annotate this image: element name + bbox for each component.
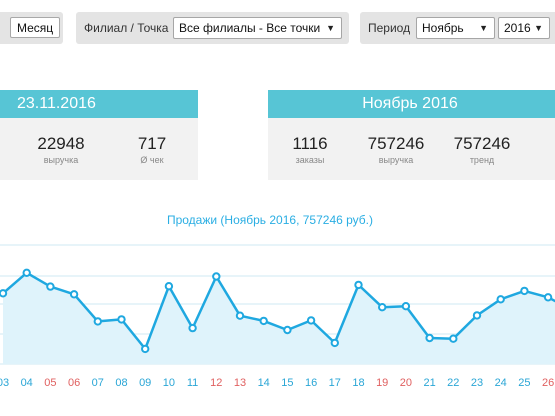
period-month-select[interactable]: Ноябрь ▼ [416, 17, 495, 39]
x-tick-label-08: 08 [115, 377, 127, 389]
month-revenue-stat: 757246 выручка [356, 135, 436, 167]
x-tick-label-14: 14 [258, 377, 270, 389]
x-tick-label-25: 25 [518, 377, 530, 389]
data-point-23[interactable] [472, 311, 482, 320]
data-point-10[interactable] [164, 282, 174, 291]
view-mode-group: Месяц [0, 12, 63, 44]
x-tick-label-21: 21 [423, 377, 435, 389]
x-tick-label-17: 17 [329, 377, 341, 389]
data-point-26[interactable] [543, 293, 553, 302]
x-tick-label-13: 13 [234, 377, 246, 389]
branch-select-value: Все филиалы - Все точки [179, 21, 321, 35]
day-avg-check-label: Ø чек [140, 155, 164, 165]
data-point-22[interactable] [449, 334, 458, 343]
x-tick-label-10: 10 [163, 377, 175, 389]
month-card-title: Ноябрь 2016 [268, 90, 555, 118]
branch-label: Филиал / Точка [84, 21, 169, 35]
data-point-15[interactable] [283, 325, 292, 335]
data-point-21[interactable] [425, 333, 434, 343]
period-year-select[interactable]: 2016 ▼ [498, 17, 550, 39]
month-trend-value: 757246 [453, 134, 511, 153]
day-card-title: 23.11.2016 [0, 90, 198, 118]
caret-down-icon: ▼ [534, 23, 543, 33]
data-point-13[interactable] [235, 311, 245, 320]
x-tick-label-11: 11 [187, 377, 198, 389]
period-year-value: 2016 [504, 21, 531, 35]
caret-down-icon: ▼ [479, 23, 488, 33]
data-point-14[interactable] [259, 316, 268, 326]
x-tick-label-18: 18 [352, 377, 364, 389]
x-tick-label-20: 20 [400, 377, 412, 389]
data-point-12[interactable] [212, 272, 221, 281]
day-avg-check-stat: 717 Ø чек [117, 135, 187, 167]
day-revenue-value: 22948 [37, 134, 85, 153]
sales-area [3, 272, 555, 364]
data-point-04[interactable] [22, 268, 31, 278]
chart-title: Продажи (Ноябрь 2016, 757246 руб.) [166, 213, 374, 227]
x-tick-label-03: 03 [0, 377, 9, 389]
x-tick-label-19: 19 [376, 377, 388, 389]
month-orders-value: 1116 [292, 134, 328, 153]
data-point-05[interactable] [46, 282, 55, 291]
x-tick-label-12: 12 [210, 377, 222, 389]
period-label: Период [368, 21, 411, 35]
month-revenue-value: 757246 [367, 134, 425, 153]
data-point-25[interactable] [520, 286, 529, 296]
x-tick-label-26: 26 [542, 377, 554, 389]
caret-down-icon: ▼ [326, 23, 335, 33]
period-month-value: Ноябрь [422, 21, 464, 35]
data-point-18[interactable] [354, 280, 363, 290]
month-orders-label: заказы [295, 155, 325, 165]
x-tick-label-15: 15 [281, 377, 293, 389]
data-point-24[interactable] [496, 295, 505, 304]
x-tick-label-05: 05 [44, 377, 56, 389]
x-tick-label-22: 22 [447, 377, 459, 389]
day-revenue-label: выручка [43, 155, 79, 165]
month-revenue-label: выручка [378, 155, 414, 165]
month-view-button[interactable]: Месяц [10, 17, 61, 38]
data-point-16[interactable] [306, 316, 316, 325]
day-revenue-stat: 22948 выручка [24, 135, 98, 167]
sales-line-chart: 03 04 05 06 07 08 09 10 11 12 13 14 15 16 17 18 19 20 21 22… [0, 244, 555, 389]
data-point-09[interactable] [141, 344, 150, 354]
month-trend-label: тренд [469, 155, 495, 165]
x-tick-label-09: 09 [139, 377, 151, 389]
day-summary-card: 23.11.2016 22948 выручка 717 Ø чек [0, 90, 198, 180]
x-tick-label-07: 07 [92, 377, 104, 389]
data-point-19[interactable] [378, 303, 387, 312]
x-tick-label-23: 23 [471, 377, 483, 389]
month-trend-stat: 757246 тренд [442, 135, 522, 167]
x-tick-label-16: 16 [305, 377, 317, 389]
day-avg-check-value: 717 [137, 134, 167, 153]
month-orders-stat: 1116 заказы [278, 135, 342, 167]
data-point-07[interactable] [93, 317, 103, 326]
sales-chart: Продажи (Ноябрь 2016, 757246 руб.) 03040… [0, 205, 555, 416]
x-tick-label-04: 04 [21, 377, 33, 389]
data-point-17[interactable] [330, 338, 339, 348]
filter-toolbar: Месяц Филиал / Точка Все филиалы - Все т… [0, 0, 555, 58]
data-point-08[interactable] [117, 315, 126, 324]
data-point-03[interactable] [0, 289, 8, 298]
month-extra-stat [544, 135, 555, 153]
data-point-20[interactable] [401, 302, 411, 311]
x-tick-label-24: 24 [495, 377, 507, 389]
period-filter-group: Период Ноябрь ▼ 2016 ▼ [360, 12, 555, 44]
x-tick-label-06: 06 [68, 377, 80, 389]
data-point-11[interactable] [188, 323, 197, 333]
branch-filter-group: Филиал / Точка Все филиалы - Все точки ▼ [76, 12, 349, 44]
branch-select[interactable]: Все филиалы - Все точки ▼ [173, 17, 342, 39]
data-point-06[interactable] [69, 290, 79, 299]
month-summary-card: Ноябрь 2016 1116 заказы 757246 выручка 7… [268, 90, 555, 180]
